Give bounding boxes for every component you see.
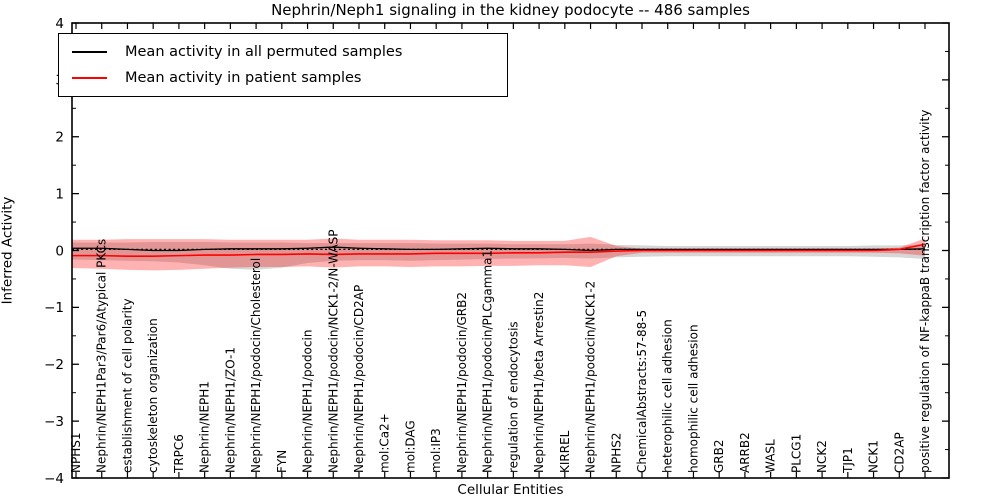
y-tick-label: 0 xyxy=(55,243,64,259)
legend-item-permuted: Mean activity in all permuted samples xyxy=(59,44,507,60)
legend-label-patient: Mean activity in patient samples xyxy=(125,70,362,86)
x-tick-label: NPHS1 xyxy=(69,433,83,474)
x-tick-label: Nephrin/NEPH1/podocin xyxy=(301,330,315,473)
x-tick-label: Nephrin/NEPH1/podocin/NCK1-2/N-WASP xyxy=(326,230,340,473)
y-tick-label: 2 xyxy=(55,130,64,146)
x-tick-label: cytoskeleton organization xyxy=(146,318,160,473)
x-tick-label: PLCG1 xyxy=(789,434,803,473)
x-tick-label: KIRREL xyxy=(558,430,572,473)
x-tick-label: Nephrin/NEPH1 xyxy=(198,381,212,473)
chart-title: Nephrin/Neph1 signaling in the kidney po… xyxy=(271,1,750,19)
x-tick-label: Nephrin/NEPH1/podocin/GRB2 xyxy=(455,292,469,473)
x-tick-label: homophilic cell adhesion xyxy=(686,324,700,473)
legend-item-patient: Mean activity in patient samples xyxy=(59,70,507,86)
legend-line-permuted-icon xyxy=(72,51,107,53)
x-tick-label: Nephrin/NEPH1Par3/Par6/Atypical PKCs xyxy=(95,239,109,473)
x-tick-label: Nephrin/NEPH1/podocin/PLCgamma1 xyxy=(481,250,495,473)
x-tick-label: mol:Ca2+ xyxy=(378,413,392,473)
x-tick-label: NCK2 xyxy=(815,440,829,473)
series-patient-mean xyxy=(72,243,926,257)
x-tick-label: establishment of cell polarity xyxy=(120,298,134,473)
x-tick-label: TJP1 xyxy=(841,447,855,474)
legend: Mean activity in all permuted samples Me… xyxy=(58,33,508,97)
y-tick-label: −3 xyxy=(44,414,64,430)
x-tick-label: GRB2 xyxy=(712,439,726,473)
x-tick-label: positive regulation of NF-kappaB transcr… xyxy=(918,110,932,473)
x-tick-label: TRPC6 xyxy=(172,434,186,474)
y-tick-label: −1 xyxy=(44,300,64,316)
x-tick-label: heterophilic cell adhesion xyxy=(661,319,675,473)
x-tick-label: WASL xyxy=(764,439,778,473)
x-tick-label: ChemicalAbstracts:57-88-5 xyxy=(635,310,649,473)
x-tick-label: NCK1 xyxy=(867,440,881,473)
y-tick-label: 1 xyxy=(55,186,64,202)
x-tick-label: Nephrin/NEPH1/ZO-1 xyxy=(223,347,237,473)
y-tick-label: −4 xyxy=(44,471,64,487)
x-tick-label: CD2AP xyxy=(892,432,906,473)
y-tick-label: 4 xyxy=(55,16,64,32)
series-permuted-mean xyxy=(72,246,926,252)
legend-line-patient-icon xyxy=(72,77,107,79)
x-tick-label: FYN xyxy=(275,450,289,473)
x-tick-label: NPHS2 xyxy=(609,433,623,474)
x-tick-label: ARRB2 xyxy=(738,432,752,473)
x-axis-label: Cellular Entities xyxy=(457,482,564,498)
x-tick-label: Nephrin/NEPH1/podocin/Cholesterol xyxy=(249,258,263,473)
x-tick-label: regulation of endocytosis xyxy=(506,321,520,473)
x-tick-label: Nephrin/NEPH1/beta Arrestin2 xyxy=(532,292,546,473)
legend-label-permuted: Mean activity in all permuted samples xyxy=(125,44,403,60)
x-tick-label: mol:IP3 xyxy=(429,428,443,473)
x-tick-label: mol:DAG xyxy=(403,420,417,473)
x-tick-label: Nephrin/NEPH1/podocin/NCK1-2 xyxy=(584,281,598,473)
y-tick-label: −2 xyxy=(44,357,64,373)
x-tick-label: Nephrin/NEPH1/podocin/CD2AP xyxy=(352,285,366,473)
y-axis-label: Inferred Activity xyxy=(0,196,16,305)
